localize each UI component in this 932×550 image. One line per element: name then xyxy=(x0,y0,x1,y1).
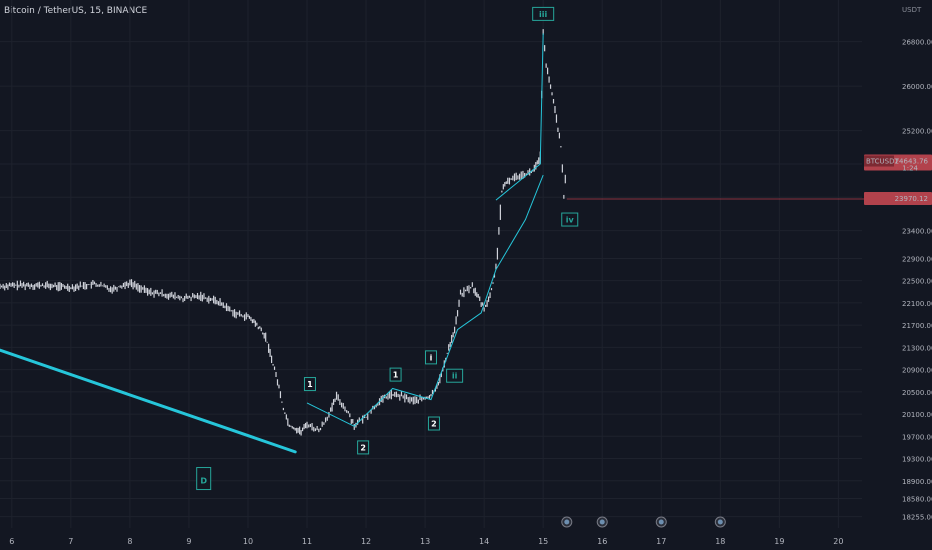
y-tick-label: 22900.00 xyxy=(902,255,932,263)
price-tag-value: 24643.76 xyxy=(895,158,929,166)
wave-label: iv xyxy=(566,216,575,225)
y-tick-label: 20900.00 xyxy=(902,367,932,375)
y-tick-label: 21300.00 xyxy=(902,344,932,352)
x-tick-label: 10 xyxy=(243,537,253,546)
x-tick-label: 15 xyxy=(538,537,548,546)
wave-path xyxy=(495,33,544,201)
x-tick-label: 16 xyxy=(597,537,607,546)
wave-label-box xyxy=(303,377,316,392)
symbol-tag-label: BTCUSDT xyxy=(866,158,900,166)
wave-label: 2 xyxy=(360,443,366,452)
wave-label-box xyxy=(561,212,579,227)
wave-label-box xyxy=(425,350,437,365)
wave-label-box xyxy=(357,440,370,455)
y-tick-label: 18900.00 xyxy=(902,478,932,486)
y-tick-label: 25200.00 xyxy=(902,128,932,136)
wave-label: 1 xyxy=(393,371,399,380)
price-tag-value: 23970.12 xyxy=(895,195,928,203)
axis-unit-label: USDT xyxy=(902,6,922,14)
y-tick-label: 20100.00 xyxy=(902,411,932,419)
y-tick-label: 23400.00 xyxy=(902,228,932,236)
price-series xyxy=(0,29,566,436)
event-marker-dot xyxy=(658,519,664,525)
x-tick-label: 20 xyxy=(833,537,843,546)
x-tick-label: 19 xyxy=(774,537,784,546)
wave-label: 2 xyxy=(431,420,437,429)
x-tick-label: 7 xyxy=(68,537,73,546)
x-tick-label: 17 xyxy=(656,537,666,546)
symbol-tag xyxy=(864,155,894,167)
x-tick-label: 18 xyxy=(715,537,725,546)
y-tick-label: 20500.00 xyxy=(902,389,932,397)
price-tag-countdown: 1:24 xyxy=(902,165,918,173)
y-tick-label: 26800.00 xyxy=(902,39,932,47)
chart-grid xyxy=(0,0,862,528)
x-tick-label: 12 xyxy=(361,537,371,546)
event-marker-dot xyxy=(564,519,570,525)
wave-label-box xyxy=(389,367,402,382)
wave-label-box xyxy=(196,467,212,491)
y-tick-label: 22100.00 xyxy=(902,300,932,308)
x-tick-label: 9 xyxy=(186,537,191,546)
y-tick-label: 18255.00 xyxy=(902,514,932,522)
wave-label-box xyxy=(427,416,440,431)
x-tick-label: 14 xyxy=(479,537,489,546)
trend-line xyxy=(0,348,297,454)
event-marker-dot xyxy=(599,519,605,525)
wave-label-box xyxy=(532,6,555,21)
event-marker-dot xyxy=(717,519,723,525)
price-tag xyxy=(864,191,932,205)
y-tick-label: 19300.00 xyxy=(902,456,932,464)
y-tick-label: 21700.00 xyxy=(902,322,932,330)
wave-path xyxy=(306,174,544,427)
y-tick-label: 18580.00 xyxy=(902,496,932,504)
price-axis[interactable]: 26800.0026000.0025200.0024600.0024000.00… xyxy=(902,39,932,522)
wave-label: iii xyxy=(539,10,547,19)
x-tick-label: 8 xyxy=(127,537,132,546)
wave-label: 1 xyxy=(307,380,313,389)
chart-title: Bitcoin / TetherUS, 15, BINANCE xyxy=(4,6,148,16)
event-markers[interactable] xyxy=(561,516,726,528)
wave-label: ii xyxy=(452,372,458,381)
y-tick-label: 19700.00 xyxy=(902,433,932,441)
y-tick-label: 22500.00 xyxy=(902,278,932,286)
wave-label: D xyxy=(200,477,207,486)
x-tick-label: 11 xyxy=(302,537,312,546)
wave-label-box xyxy=(446,368,464,383)
wave-label: i xyxy=(430,353,433,362)
x-tick-label: 6 xyxy=(9,537,14,546)
y-tick-label: 26000.00 xyxy=(902,83,932,91)
time-axis[interactable]: 6 7 8 9 10 11 12 13 14 15 16 17 18 19 20 xyxy=(9,537,843,546)
x-tick-label: 13 xyxy=(420,537,430,546)
